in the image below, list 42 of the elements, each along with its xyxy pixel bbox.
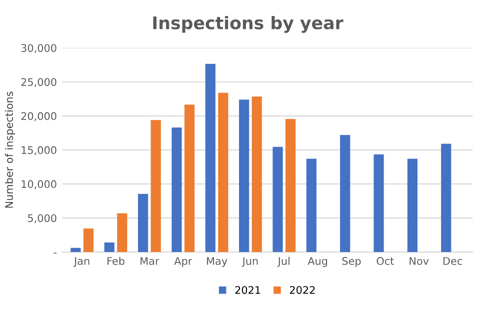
y-tick-label: 30,000 [21, 44, 56, 54]
bar [83, 228, 94, 252]
bar [117, 213, 128, 252]
bar [252, 96, 262, 252]
x-tick-label: Oct [376, 257, 394, 265]
bar [272, 146, 283, 252]
x-tick-label: Mar [140, 257, 160, 265]
x-tick-label: May [207, 257, 228, 267]
bar [239, 100, 250, 252]
y-tick-label: 5,000 [28, 214, 56, 224]
bar [218, 92, 228, 252]
bar [285, 118, 296, 252]
bar [306, 158, 316, 252]
bar [138, 194, 148, 252]
x-tick-label: Jan [74, 257, 90, 267]
y-tick-label: 25,000 [21, 78, 56, 88]
x-tick-label: Sep [342, 257, 361, 267]
bar [374, 154, 384, 252]
bar [407, 158, 418, 252]
bar [441, 144, 452, 252]
x-tick-label: Dec [443, 257, 462, 265]
bar [340, 134, 350, 252]
bar [150, 120, 161, 252]
legend-label: 2022 [290, 286, 315, 294]
y-tick-label: 20,000 [21, 112, 56, 122]
bar [70, 248, 81, 252]
x-tick-label: Jul [277, 256, 290, 267]
y-tick-label: 15,000 [22, 146, 56, 156]
x-tick-label: Feb [108, 256, 124, 265]
chart-title: Inspections by year [153, 16, 344, 33]
y-tick-label: 10,000 [22, 180, 56, 190]
x-tick-label: Jun [242, 257, 258, 267]
x-tick-label: Aug [308, 257, 328, 267]
legend-label: 2021 [235, 286, 260, 294]
bar [205, 64, 216, 252]
y-axis-title: Number of inspections [4, 92, 16, 208]
x-tick-label: Apr [174, 257, 192, 267]
bar [184, 104, 195, 252]
x-tick-label: Nov [410, 257, 429, 265]
bar [104, 242, 114, 252]
bar [172, 127, 182, 252]
y-tick-label: - [54, 252, 57, 254]
